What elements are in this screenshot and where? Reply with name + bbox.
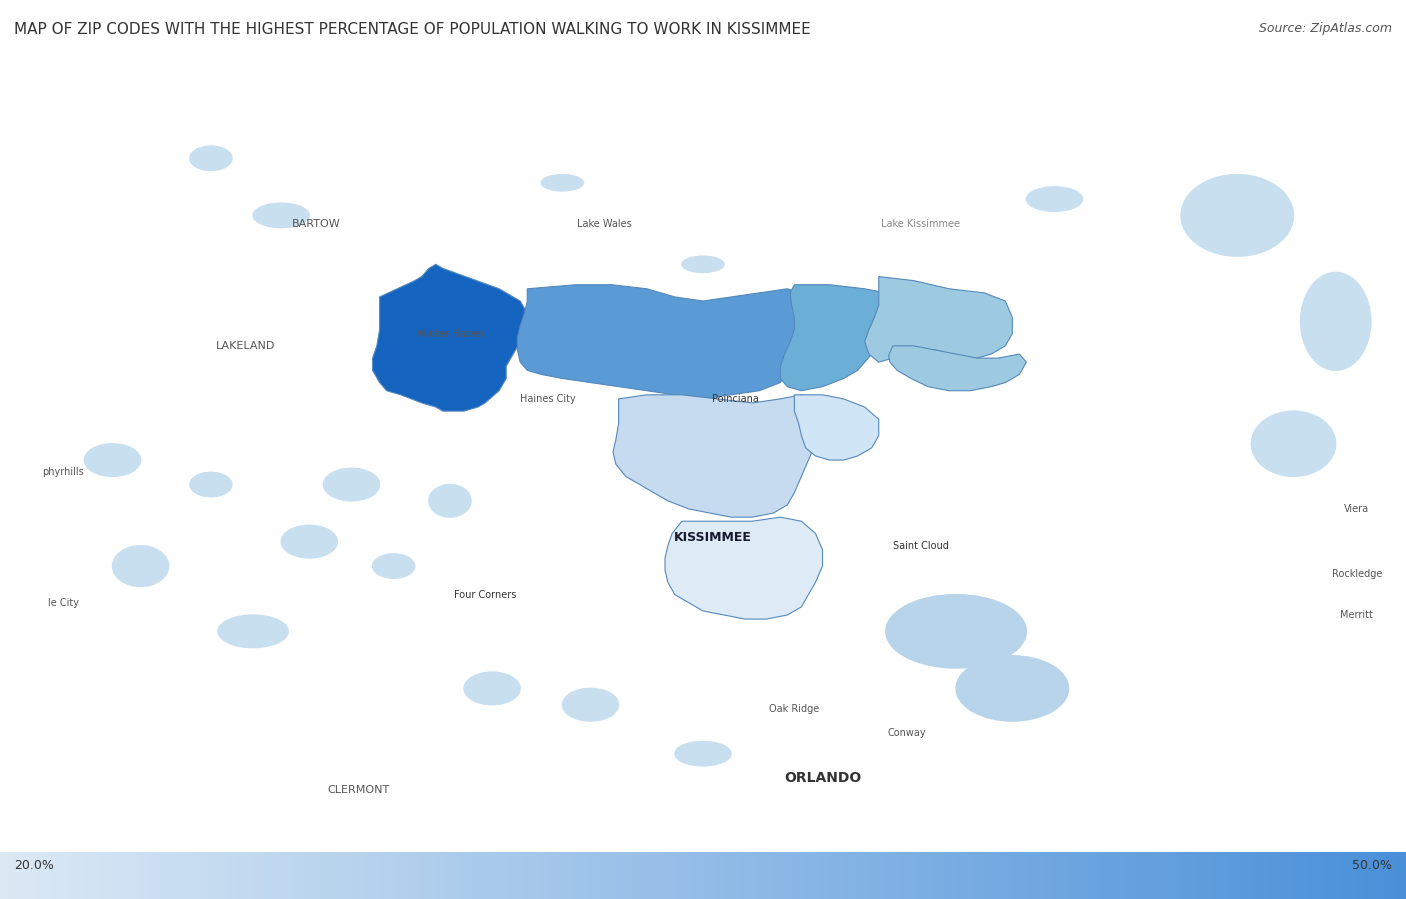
- Text: Rockledge: Rockledge: [1331, 569, 1382, 579]
- Text: Four Corners: Four Corners: [454, 590, 516, 600]
- Ellipse shape: [541, 174, 583, 191]
- Text: Haines City: Haines City: [520, 394, 576, 404]
- Ellipse shape: [956, 655, 1069, 721]
- Ellipse shape: [886, 594, 1026, 668]
- Text: Conway: Conway: [887, 728, 927, 738]
- Text: 50.0%: 50.0%: [1353, 859, 1392, 871]
- Text: Winter Haven: Winter Haven: [416, 329, 484, 339]
- Polygon shape: [665, 517, 823, 619]
- Text: Source: ZipAtlas.com: Source: ZipAtlas.com: [1258, 22, 1392, 35]
- Text: KISSIMMEE: KISSIMMEE: [673, 531, 752, 544]
- Ellipse shape: [1301, 272, 1371, 370]
- Ellipse shape: [373, 554, 415, 578]
- Text: BARTOW: BARTOW: [292, 218, 340, 228]
- Polygon shape: [794, 395, 879, 460]
- Text: Merritt: Merritt: [1340, 610, 1374, 620]
- Polygon shape: [780, 285, 893, 391]
- Text: MAP OF ZIP CODES WITH THE HIGHEST PERCENTAGE OF POPULATION WALKING TO WORK IN KI: MAP OF ZIP CODES WITH THE HIGHEST PERCEN…: [14, 22, 811, 38]
- Text: 20.0%: 20.0%: [14, 859, 53, 871]
- Ellipse shape: [1251, 411, 1336, 476]
- Text: CLERMONT: CLERMONT: [328, 786, 389, 796]
- Ellipse shape: [112, 546, 169, 586]
- Text: Poinciana: Poinciana: [711, 394, 759, 404]
- Ellipse shape: [1026, 187, 1083, 211]
- Polygon shape: [613, 395, 823, 517]
- Text: LAKELAND: LAKELAND: [217, 341, 276, 351]
- Ellipse shape: [281, 525, 337, 558]
- Polygon shape: [889, 346, 1026, 391]
- Text: le City: le City: [48, 598, 79, 608]
- Ellipse shape: [190, 472, 232, 497]
- Ellipse shape: [1181, 174, 1294, 256]
- Ellipse shape: [682, 256, 724, 272]
- Ellipse shape: [253, 203, 309, 227]
- Text: Lake Kissimmee: Lake Kissimmee: [882, 218, 960, 228]
- Text: ORLANDO: ORLANDO: [785, 771, 860, 785]
- Text: Lake Wales: Lake Wales: [578, 218, 631, 228]
- Text: Viera: Viera: [1344, 504, 1369, 514]
- Ellipse shape: [323, 468, 380, 501]
- Text: Saint Cloud: Saint Cloud: [893, 540, 949, 551]
- Ellipse shape: [84, 444, 141, 476]
- Ellipse shape: [675, 742, 731, 766]
- Ellipse shape: [190, 146, 232, 171]
- Ellipse shape: [429, 485, 471, 517]
- Ellipse shape: [562, 689, 619, 721]
- Text: Oak Ridge: Oak Ridge: [769, 704, 820, 714]
- Polygon shape: [373, 264, 527, 411]
- Ellipse shape: [464, 672, 520, 705]
- Text: phyrhills: phyrhills: [42, 467, 84, 477]
- Polygon shape: [865, 277, 1012, 362]
- Polygon shape: [517, 285, 808, 399]
- Ellipse shape: [218, 615, 288, 647]
